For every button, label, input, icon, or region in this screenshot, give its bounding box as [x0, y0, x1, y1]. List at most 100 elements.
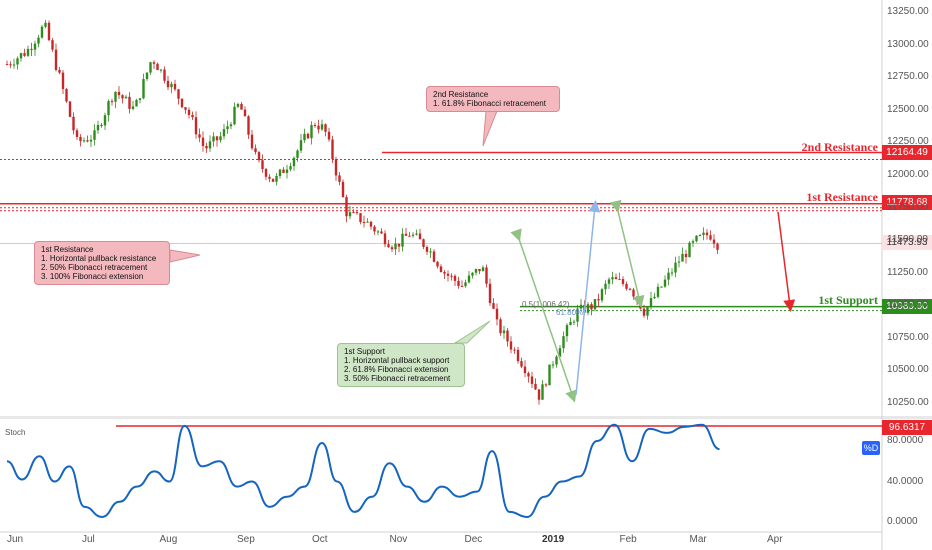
candle-body: [215, 136, 219, 141]
price-tick-label: 10750.00: [887, 331, 929, 343]
candle-body: [555, 356, 558, 365]
candle-body: [649, 298, 653, 308]
first-support-price-tag: 10989.90: [882, 299, 932, 314]
callout-line: 1st Support: [344, 347, 385, 356]
price-tick-label: 13000.00: [887, 38, 929, 50]
candle-body: [439, 266, 443, 272]
candle-body: [425, 246, 429, 252]
stoch-d-badge[interactable]: %D: [862, 441, 880, 455]
candle-body: [156, 63, 159, 71]
candle-body: [429, 251, 432, 253]
candle-body: [313, 125, 317, 127]
time-tick-label: Oct: [312, 534, 328, 545]
second-resistance-label: 2nd Resistance: [801, 140, 878, 154]
candle-body: [460, 285, 464, 287]
candle-body: [37, 37, 40, 44]
candle-body: [306, 133, 310, 139]
candle-body: [271, 178, 275, 182]
candle-body: [467, 275, 471, 283]
candle-body: [240, 103, 243, 110]
candle-body: [590, 304, 593, 310]
candle-body: [275, 175, 278, 182]
callout-second-resistance: 2nd Resistance 1. 61.8% Fibonacci retrac…: [426, 86, 560, 112]
candle-body: [138, 98, 142, 100]
candle-body: [688, 242, 691, 258]
candle-body: [677, 261, 681, 263]
candle-body: [191, 114, 194, 118]
candle-body: [107, 101, 110, 116]
candle-body: [117, 91, 121, 96]
candle-body: [551, 364, 555, 366]
time-tick-label: Jul: [82, 534, 95, 545]
callout-line: 1. Horizontal pullback resistance: [41, 254, 157, 263]
candle-body: [506, 330, 509, 342]
candle-body: [9, 64, 12, 66]
candle-body: [282, 169, 285, 173]
candle-body: [481, 267, 485, 272]
candle-body: [537, 389, 541, 400]
candle-body: [103, 115, 107, 126]
candle-body: [541, 384, 544, 400]
time-tick-label: Apr: [767, 534, 783, 545]
price-tick-label: 12000.00: [887, 168, 929, 180]
callout-line: 3. 100% Fibonacci extension: [41, 272, 144, 281]
candle-body: [565, 325, 569, 337]
stoch-panel: [6, 423, 720, 518]
candle-body: [163, 69, 166, 81]
first-resistance-label: 1st Resistance: [806, 190, 878, 204]
candle-body: [65, 88, 68, 102]
candle-body: [19, 53, 23, 59]
candle-body: [597, 299, 600, 301]
candle-body: [569, 321, 572, 326]
candle-body: [278, 169, 282, 176]
candle-body: [579, 304, 583, 309]
candle-body: [16, 58, 19, 65]
candle-body: [208, 141, 212, 149]
candle-body: [89, 139, 93, 142]
candle-body: [691, 241, 695, 243]
candle-body: [705, 232, 709, 236]
time-tick-label: Nov: [389, 534, 408, 545]
candle-body: [478, 268, 481, 272]
candle-body: [614, 277, 618, 280]
price-tick-label: 12500.00: [887, 103, 929, 115]
candle-body: [544, 384, 548, 386]
candle-body: [548, 364, 551, 386]
candle-body: [411, 234, 415, 236]
candle-body: [327, 131, 331, 140]
callout-line: 2. 50% Fibonacci retracement: [41, 263, 148, 272]
candle-body: [604, 283, 607, 290]
candle-body: [695, 235, 698, 242]
candle-body: [576, 308, 579, 322]
candle-body: [495, 308, 499, 320]
candle-body: [303, 133, 306, 141]
price-tick-label: 11250.00: [887, 266, 928, 278]
candle-body: [436, 261, 439, 267]
candle-body: [96, 124, 100, 131]
candle-body: [453, 275, 457, 281]
current-price-tag: 11473.93: [882, 235, 932, 250]
candle-body: [471, 272, 474, 276]
candle-body: [348, 212, 352, 217]
candle-body: [229, 124, 233, 127]
candle-body: [222, 129, 226, 137]
candle-body: [82, 140, 86, 142]
candle-body: [702, 232, 705, 236]
stoch-tick-label: 80.0000: [887, 435, 924, 446]
second-resistance-price-tag: 12164.49: [882, 145, 932, 160]
candle-body: [233, 106, 236, 125]
projection-down-arrow: [777, 211, 796, 312]
candle-body: [642, 308, 646, 316]
time-tick-label: Sep: [237, 534, 255, 545]
callout-line: 1. 61.8% Fibonacci retracement: [433, 99, 546, 108]
candle-body: [355, 212, 359, 214]
candle-body: [635, 296, 639, 301]
candle-body: [404, 233, 408, 236]
panel-separator: [0, 416, 932, 419]
candle-body: [523, 366, 527, 374]
candle-body: [670, 272, 674, 274]
candle-body: [618, 279, 621, 281]
candle-body: [33, 43, 37, 50]
candle-body: [457, 280, 460, 286]
